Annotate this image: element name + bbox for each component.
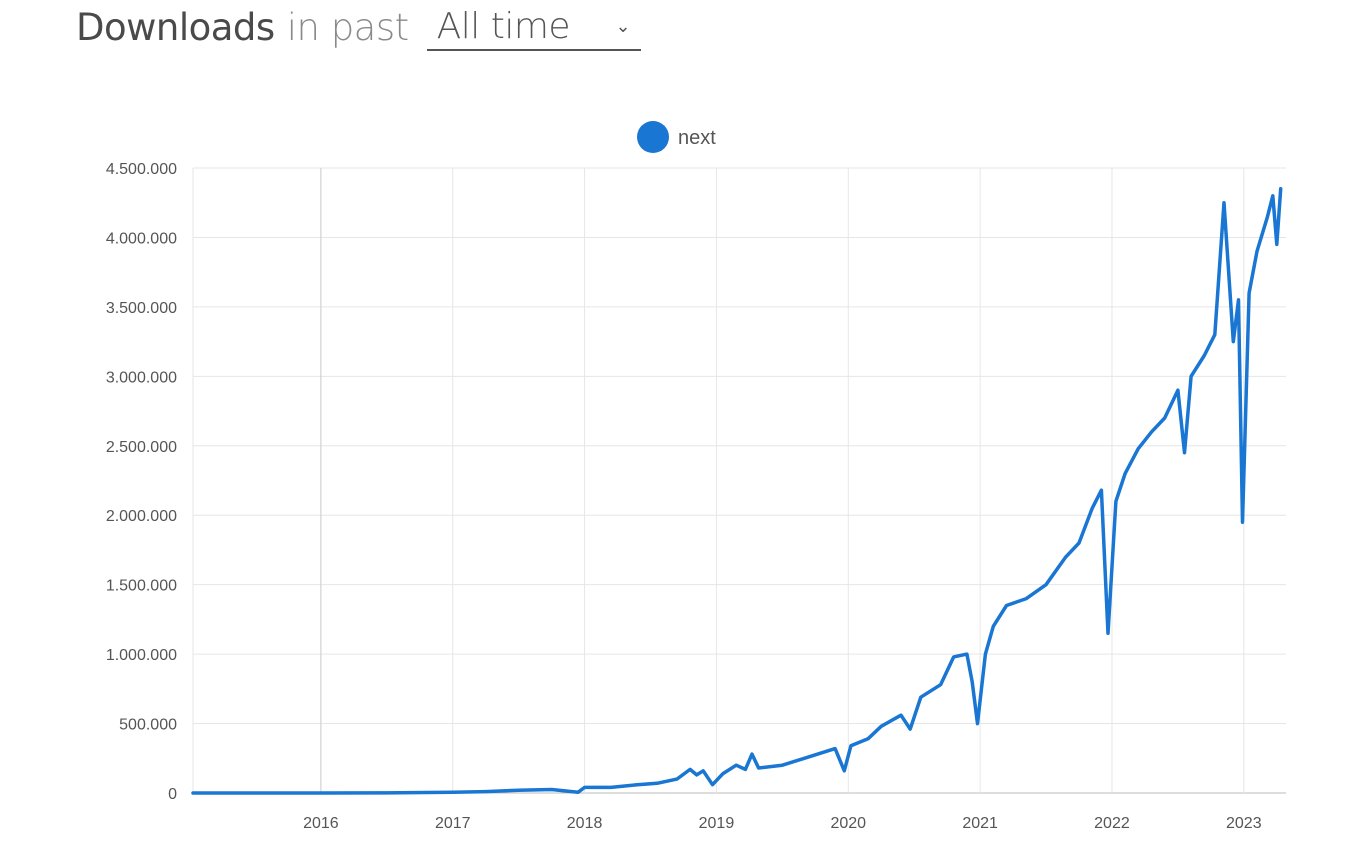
y-tick-label: 2.500.000 (106, 439, 177, 456)
downloads-header: Downloads in past All time ⌄ (76, 0, 641, 54)
chevron-down-icon: ⌄ (615, 15, 631, 37)
y-tick-label: 3.500.000 (106, 300, 177, 317)
y-tick-label: 0 (168, 786, 177, 803)
y-tick-label: 3.000.000 (106, 369, 177, 386)
y-tick-label: 2.000.000 (106, 508, 177, 525)
downloads-subtitle: in past (286, 5, 409, 49)
y-tick-label: 500.000 (119, 717, 177, 734)
x-tick-label: 2018 (567, 815, 603, 832)
x-tick-label: 2023 (1226, 815, 1262, 832)
legend-label: next (678, 127, 716, 149)
time-range-value: All time (436, 5, 571, 47)
y-tick-label: 4.000.000 (106, 230, 177, 247)
x-tick-label: 2021 (962, 815, 998, 832)
legend-marker (637, 121, 669, 153)
x-tick-label: 2022 (1094, 815, 1130, 832)
x-tick-label: 2019 (699, 815, 735, 832)
series-line-next (191, 187, 1283, 795)
y-tick-label: 1.000.000 (106, 647, 177, 664)
x-tick-label: 2020 (830, 815, 866, 832)
y-tick-label: 4.500.000 (106, 161, 177, 178)
x-tick-label: 2017 (435, 815, 471, 832)
downloads-title: Downloads (76, 5, 275, 49)
time-range-select[interactable]: All time ⌄ (426, 3, 641, 51)
x-tick-label: 2016 (303, 815, 339, 832)
y-tick-label: 1.500.000 (106, 578, 177, 595)
